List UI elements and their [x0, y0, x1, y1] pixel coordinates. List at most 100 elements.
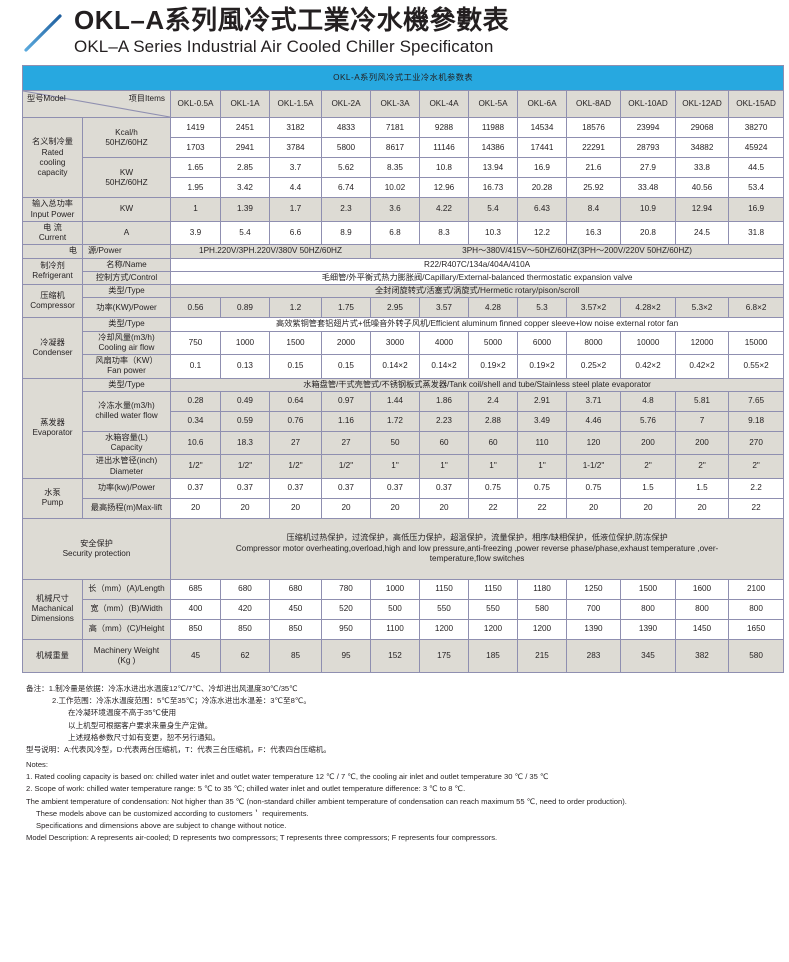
cell-airflow-2: 1500: [269, 330, 322, 356]
cell-refrigerant-name: R22/R407C/134a/404A/410A: [169, 257, 785, 272]
item-pump-power: 功率(kw)/Power: [82, 477, 171, 499]
cell-width-4: 500: [370, 598, 420, 620]
note-en-0: Notes:: [26, 759, 48, 769]
model-header-7: OKL-6A: [517, 90, 567, 119]
cell-kw50-11: 44.5: [727, 157, 785, 179]
cell-kw60-4: 10.02: [370, 177, 420, 199]
cell-chilled50-10: 5.81: [675, 390, 729, 412]
cell-kw60-7: 20.28: [517, 177, 567, 199]
cell-tank-0: 10.6: [170, 430, 221, 456]
item-kw-hz: 50HZ/60HZ: [105, 177, 148, 187]
rated-cooling-en1: Rated: [41, 147, 64, 157]
weight-unit: (Kg ): [117, 655, 136, 665]
cell-kw50-7: 16.9: [517, 157, 567, 179]
compressor-en: Compressor: [30, 301, 75, 311]
cell-chilled50-2: 0.64: [269, 390, 322, 412]
note-cn-0: 备注：1.制冷量是依据：冷冻水进出水温度12℃/7℃、冷却进出风温度30℃/35…: [26, 683, 298, 693]
item-input-power-unit: KW: [82, 197, 171, 222]
cell-chilled60-3: 1.16: [321, 410, 371, 432]
security-cn: 安全保护: [80, 538, 113, 548]
cell-maxlift-2: 20: [269, 497, 322, 519]
rated-cooling-cn: 名义制冷量: [32, 137, 73, 147]
cell-width-8: 700: [566, 598, 621, 620]
model-header-0: OKL-0.5A: [170, 90, 221, 119]
note-cn-3: 以上机型可根据客户要求来量身生产定做。: [68, 720, 213, 730]
security-text-en2: temperature,flow switches: [429, 553, 525, 563]
cell-weight-6: 185: [468, 638, 518, 673]
cell-fanpower-11: 0.55×2: [727, 354, 785, 379]
cell-chilled50-11: 7.65: [727, 390, 785, 412]
cell-length-0: 685: [170, 578, 221, 600]
cell-airflow-0: 750: [170, 330, 221, 356]
cell-weight-7: 215: [517, 638, 567, 673]
row-group-compressor: 压缩机 Compressor: [22, 284, 83, 319]
note-cn-5: 型号说明：A:代表风冷型，D:代表两台压缩机，T：代表三台压缩机，F：代表四台压…: [26, 745, 332, 755]
page-title-cn: OKL–A系列風冷式工業冷水機參數表: [74, 5, 510, 35]
table-row-tank-capacity: 水箱容量(L) Capacity 10.6 18.3 27 27 50 60 6…: [23, 430, 785, 456]
cell-kcal60-8: 22291: [566, 137, 621, 159]
cell-kw50-6: 13.94: [468, 157, 518, 179]
cell-kw50-4: 8.35: [370, 157, 420, 179]
item-condenser-type: 类型/Type: [82, 317, 171, 332]
notes-section: 备注：1.制冷量是依据：冷冻水进出水温度12℃/7℃、冷却进出风温度30℃/35…: [0, 673, 789, 845]
title-block: OKL–A系列風冷式工業冷水機參數表 OKL–A Series Industri…: [74, 5, 510, 57]
cell-fanpower-7: 0.19×2: [517, 354, 567, 379]
model-header-8: OKL-8AD: [566, 90, 621, 119]
diagonal-divider-icon: [23, 91, 170, 117]
cell-diam-9: 2": [620, 454, 676, 479]
cell-kw50-1: 2.85: [220, 157, 270, 179]
cell-weight-9: 345: [620, 638, 676, 673]
cell-length-9: 1500: [620, 578, 676, 600]
cell-comppower-2: 1.2: [269, 297, 322, 319]
row-group-rated-cooling: 名义制冷量 Rated cooling capacity: [22, 117, 83, 199]
cell-tank-6: 60: [468, 430, 518, 456]
cell-kw60-0: 1.95: [170, 177, 221, 199]
table-row-kw-50: KW 50HZ/60HZ 1.65 2.85 3.7 5.62 8.35 10.…: [23, 157, 785, 199]
cell-kcal50-8: 18576: [566, 117, 621, 139]
cell-width-1: 420: [220, 598, 270, 620]
cell-kw50-3: 5.62: [321, 157, 371, 179]
cell-fanpower-9: 0.42×2: [620, 354, 676, 379]
cell-current-5: 8.3: [419, 220, 469, 246]
cell-height-2: 850: [269, 618, 322, 640]
cell-chilled50-4: 1.44: [370, 390, 420, 412]
cell-kcal50-1: 2451: [220, 117, 270, 139]
cell-chilled50-3: 0.97: [321, 390, 371, 412]
cell-kcal60-9: 28793: [620, 137, 676, 159]
note-en-6: Model Description: A represents air-cool…: [26, 833, 498, 843]
row-group-dimensions: 机械尺寸 Machanical Dimensions: [22, 578, 83, 640]
cell-diam-11: 2": [727, 454, 785, 479]
security-text-cn: 压缩机过热保护，过流保护，高低压力保护，超温保护，流量保护，相序/缺相保护，低液…: [286, 533, 668, 543]
cell-maxlift-7: 22: [517, 497, 567, 519]
cell-airflow-7: 6000: [517, 330, 567, 356]
cell-pumppower-11: 2.2: [727, 477, 785, 499]
table-banner-row: OKL-A系列风冷式工业冷水机参数表: [21, 65, 785, 92]
row-group-condenser: 冷凝器 Condenser: [22, 317, 83, 379]
cell-kcal60-6: 14386: [468, 137, 518, 159]
cell-inputpower-0: 1: [170, 197, 221, 222]
cell-pumppower-9: 1.5: [620, 477, 676, 499]
item-length: 长（mm）(A)/Length: [82, 578, 171, 600]
cell-kcal60-7: 17441: [517, 137, 567, 159]
cooling-air-en: Cooling air flow: [98, 342, 155, 352]
row-group-power: 电: [22, 244, 83, 259]
row-group-input-power: 输入总功率 Input Power: [22, 197, 83, 222]
table-row-width: 宽（mm）(B)/Width 400 420 450 520 500 550 5…: [23, 598, 785, 620]
current-cn: 电 流: [43, 222, 62, 232]
cell-kw60-10: 40.56: [675, 177, 729, 199]
tank-capacity-en: Capacity: [110, 443, 143, 453]
cell-pumppower-5: 0.37: [419, 477, 469, 499]
cell-height-4: 1100: [370, 618, 420, 640]
cell-airflow-5: 4000: [419, 330, 469, 356]
cell-power-left: 1PH.220V/3PH.220V/380V 50HZ/60HZ: [170, 244, 371, 259]
cell-diam-5: 1": [419, 454, 469, 479]
note-en-2: 2. Scope of work: chilled water temperat…: [26, 784, 466, 794]
cell-airflow-6: 5000: [468, 330, 518, 356]
cell-chilled50-8: 3.71: [566, 390, 621, 412]
dimensions-cn: 机械尺寸: [36, 593, 69, 603]
column-header-row: 型号Model 项目Items OKL-0.5A OKL-1A OKL-1.5A…: [22, 90, 785, 119]
rated-cooling-en3: capacity: [37, 168, 68, 178]
chilled-flow-en: chilled water flow: [95, 411, 158, 421]
cell-condenser-type: 高效紫铜管套铝翅片式+低噪音外转子风机/Efficient aluminum f…: [169, 317, 785, 332]
cell-kw60-8: 25.92: [566, 177, 621, 199]
